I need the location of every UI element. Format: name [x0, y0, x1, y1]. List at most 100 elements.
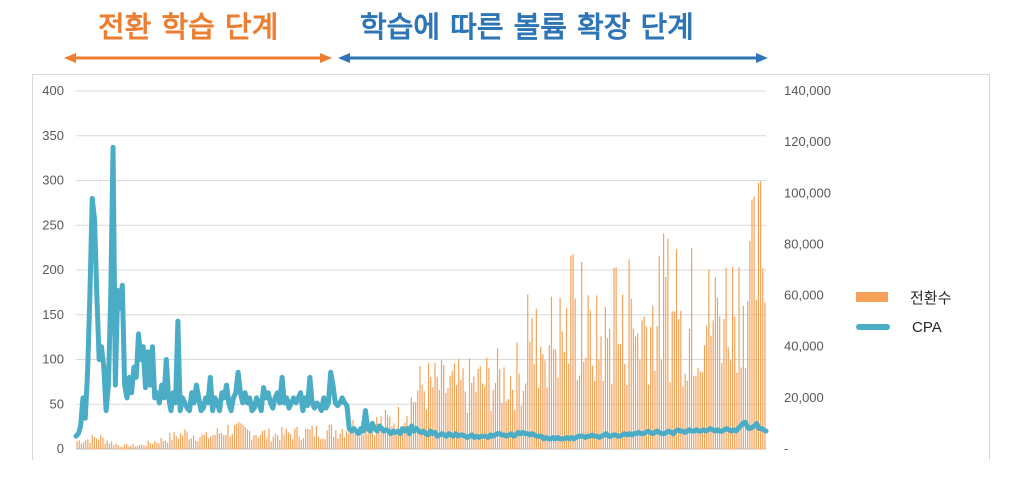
bar — [671, 311, 673, 449]
bar — [686, 380, 688, 449]
bar — [658, 256, 660, 449]
bar — [716, 297, 719, 449]
bar — [227, 424, 229, 449]
bar — [643, 316, 645, 449]
bar — [361, 422, 363, 449]
bar — [210, 436, 212, 449]
chart-frame — [32, 74, 990, 460]
bar — [484, 386, 486, 449]
bar — [195, 440, 197, 449]
bar — [141, 444, 143, 449]
bar — [445, 392, 447, 449]
bar — [490, 410, 492, 449]
bar — [652, 305, 654, 449]
legend-bar-swatch — [856, 292, 888, 302]
bar — [736, 372, 738, 449]
bar — [223, 435, 225, 449]
right-axis-ticks: - 20,000 40,000 60,000 80,000 100,000 120,000 1… — [784, 83, 831, 456]
bar — [669, 382, 671, 449]
bar — [268, 428, 270, 449]
bar — [335, 430, 337, 449]
bar — [524, 383, 527, 449]
bar — [363, 434, 365, 449]
bar — [492, 389, 494, 449]
left-tick-label: 300 — [42, 173, 64, 188]
bar — [423, 391, 425, 449]
phase-arrows — [64, 53, 768, 63]
bar — [641, 320, 643, 449]
bar — [451, 370, 453, 449]
bar — [443, 365, 445, 449]
left-tick-label: 100 — [42, 352, 64, 367]
bar — [244, 427, 246, 449]
bar — [561, 331, 563, 449]
bar — [565, 307, 568, 449]
bar — [632, 328, 634, 449]
bar — [326, 430, 328, 449]
bar — [242, 424, 244, 449]
bar — [285, 428, 287, 449]
bar — [300, 440, 302, 449]
bar — [322, 438, 324, 449]
bar — [596, 295, 598, 449]
bar — [292, 439, 294, 449]
bar — [637, 333, 639, 449]
legend: 전환수 CPA — [856, 282, 951, 342]
bar — [374, 435, 376, 449]
bar — [175, 436, 177, 449]
bar — [667, 238, 669, 449]
bar — [425, 409, 427, 449]
bar — [639, 359, 641, 449]
bar — [182, 435, 184, 449]
bar — [626, 384, 628, 449]
bar — [613, 267, 615, 449]
bar — [449, 375, 451, 449]
bar — [296, 426, 298, 449]
bar — [708, 269, 710, 449]
bar — [399, 430, 402, 449]
bar — [434, 362, 436, 449]
bar — [499, 369, 501, 449]
phase2-arrow — [338, 53, 768, 63]
bar — [544, 360, 546, 449]
bar — [540, 346, 542, 449]
bar — [505, 401, 507, 449]
left-axis-ticks: 0 50 100 150 200 250 300 350 400 — [42, 83, 64, 456]
bar — [380, 416, 382, 449]
bar — [248, 430, 251, 449]
bar — [220, 432, 223, 449]
bar — [466, 412, 468, 449]
bar — [453, 363, 456, 449]
bar — [393, 423, 395, 449]
bar — [703, 345, 706, 449]
bar — [270, 441, 272, 449]
bar — [650, 327, 652, 449]
bar — [662, 233, 665, 449]
bar — [205, 432, 208, 449]
right-tick-label: 120,000 — [784, 134, 831, 149]
bar — [371, 425, 374, 449]
bar — [121, 447, 123, 449]
bar — [356, 433, 358, 449]
bar — [760, 181, 762, 449]
bar — [555, 349, 557, 449]
bar — [311, 425, 313, 449]
bar — [678, 318, 680, 449]
bar — [656, 326, 658, 449]
bar — [471, 382, 473, 449]
bar — [438, 390, 440, 449]
bar — [89, 442, 91, 449]
bar — [647, 384, 650, 449]
bar — [333, 436, 335, 449]
left-tick-label: 200 — [42, 262, 64, 277]
bar — [706, 325, 708, 449]
bar — [548, 345, 550, 449]
bar — [455, 385, 458, 449]
bar — [169, 433, 171, 449]
bar — [93, 437, 95, 449]
bar — [537, 387, 540, 449]
legend-label-cpa: CPA — [912, 318, 942, 336]
bar — [289, 433, 292, 449]
bar — [255, 434, 257, 449]
bar — [533, 363, 535, 449]
